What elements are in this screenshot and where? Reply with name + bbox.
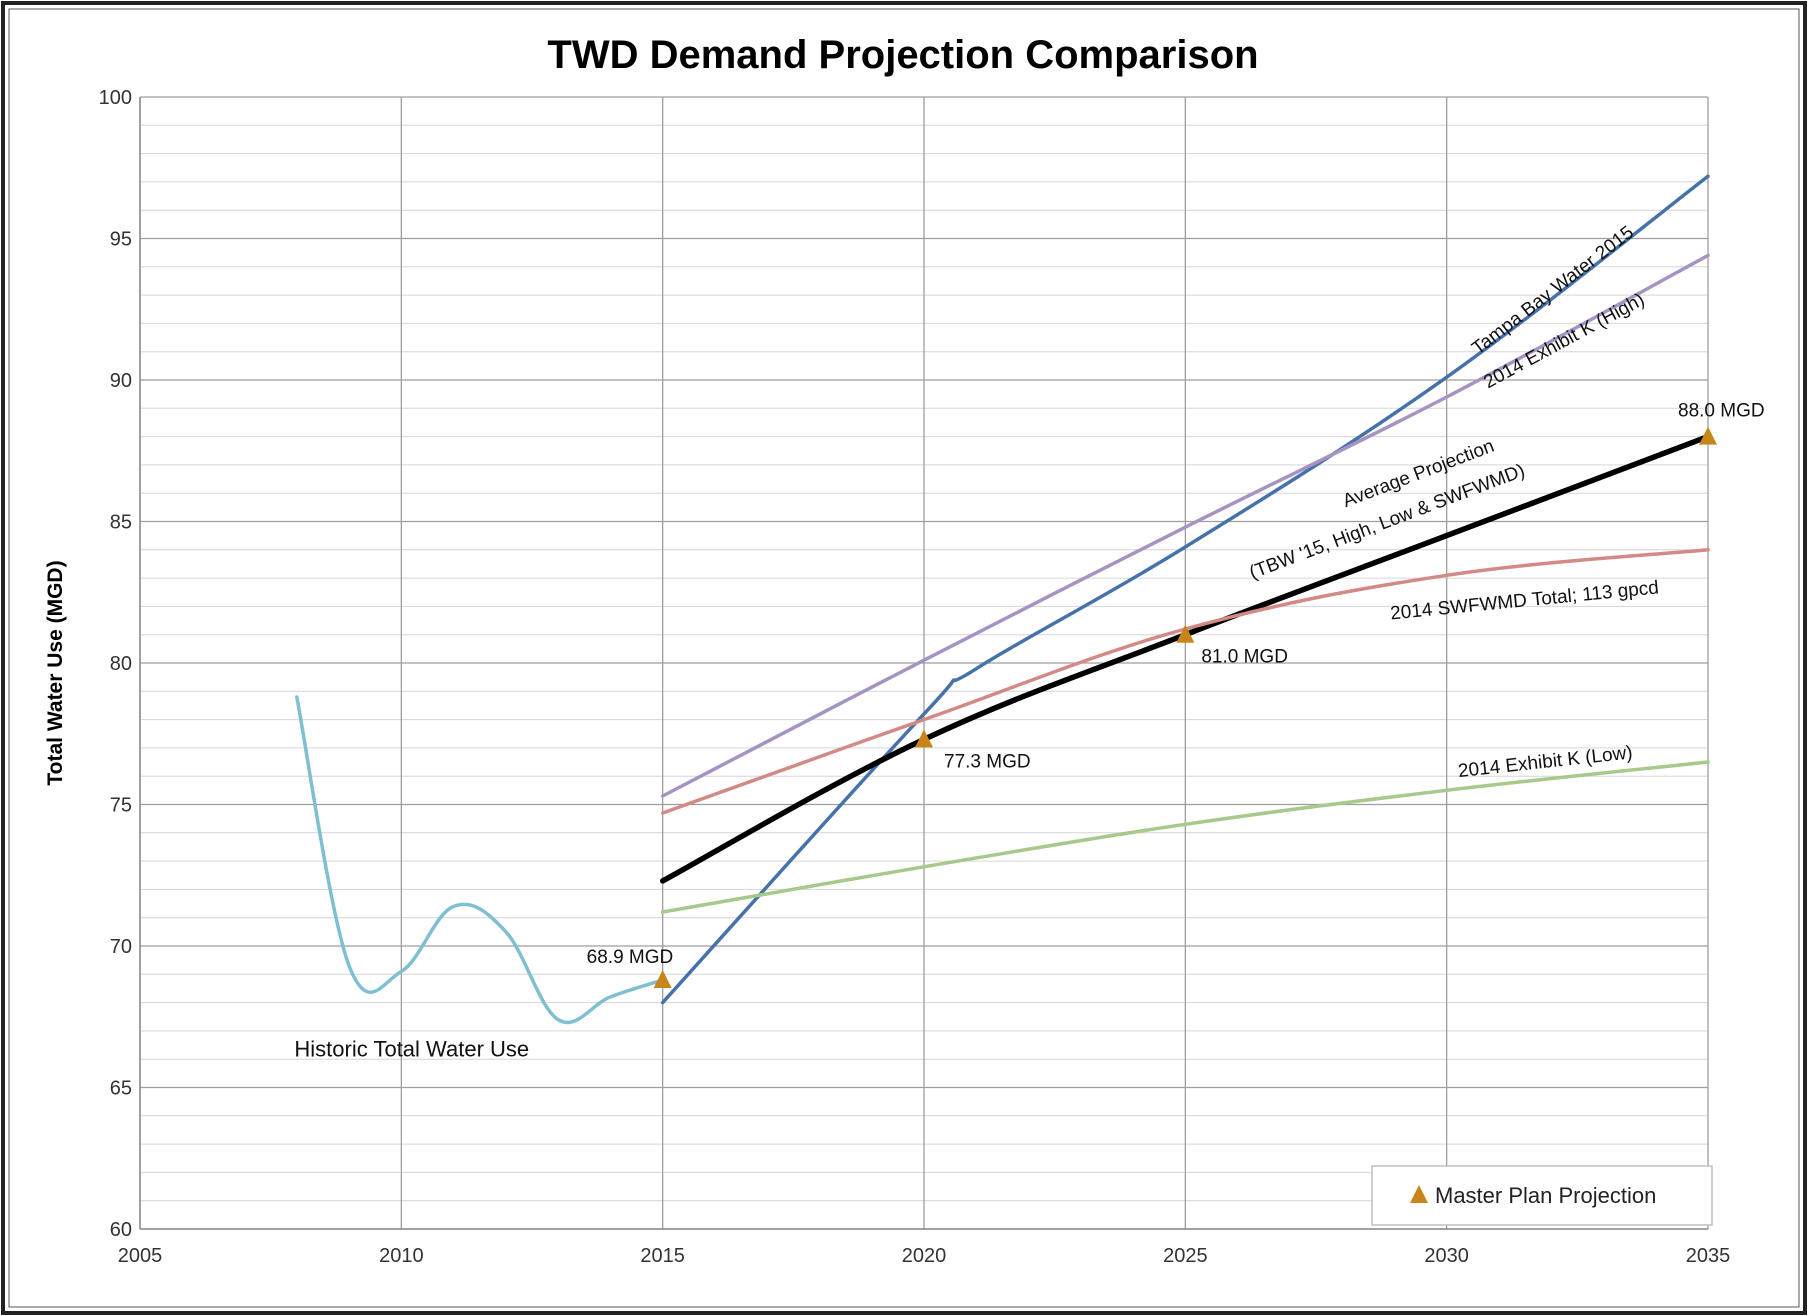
y-tick-label: 65 [110,1078,132,1100]
y-tick-label: 75 [110,795,132,817]
master-plan-marker [653,969,672,988]
master-plan-marker [1176,624,1195,643]
series-line-historic-total-water-use [295,695,665,1025]
curve-label-historic-total-water-use: Historic Total Water Use [294,1036,529,1061]
y-tick-label: 100 [99,87,132,109]
marker-value-label: 88.0 MGD [1678,401,1765,422]
legend-label: Master Plan Projection [1435,1183,1656,1208]
legend: Master Plan Projection [1371,1165,1713,1226]
legend-marker [1410,1185,1428,1203]
marker-value-label: 81.0 MGD [1201,647,1288,668]
y-axis-label: Total Water Use (MGD) [44,560,67,785]
x-tick-label: 2005 [118,1245,163,1267]
chart-title: TWD Demand Projection Comparison [547,33,1258,77]
marker-value-label: 68.9 MGD [587,947,674,968]
series-line-tampa-bay-water-2015 [660,174,1710,1005]
y-tick-label: 90 [110,370,132,392]
tick-label-layer: 60 65 70 75 80 85 90 95 100 2005 2010 2015 2020 2025 2… [99,87,1731,1267]
master-plan-marker [915,729,933,748]
y-tick-label: 95 [110,229,132,251]
x-tick-label: 2035 [1686,1245,1731,1267]
y-tick-label: 80 [110,653,132,675]
y-tick-label: 85 [110,512,132,534]
x-tick-label: 2025 [1163,1245,1208,1267]
master-plan-marker [1699,426,1717,445]
marker-layer: 68.9 MGD 77.3 MGD 81.0 MGD 88.0 MGD [587,401,1765,988]
series-line-2014-exhibit-k-high [660,253,1710,798]
y-tick-label: 60 [110,1219,132,1241]
x-tick-label: 2020 [902,1245,947,1267]
series-line-2014-exhibit-k-low [660,760,1710,914]
chart-inner-frame [8,8,1800,1308]
x-tick-label: 2030 [1424,1245,1469,1267]
grid-layer [139,96,1709,1230]
x-tick-label: 2010 [379,1245,424,1267]
y-tick-label: 70 [110,936,132,958]
legend-box [1371,1165,1713,1226]
marker-value-label: 77.3 MGD [944,751,1031,772]
x-tick-label: 2015 [640,1245,685,1267]
